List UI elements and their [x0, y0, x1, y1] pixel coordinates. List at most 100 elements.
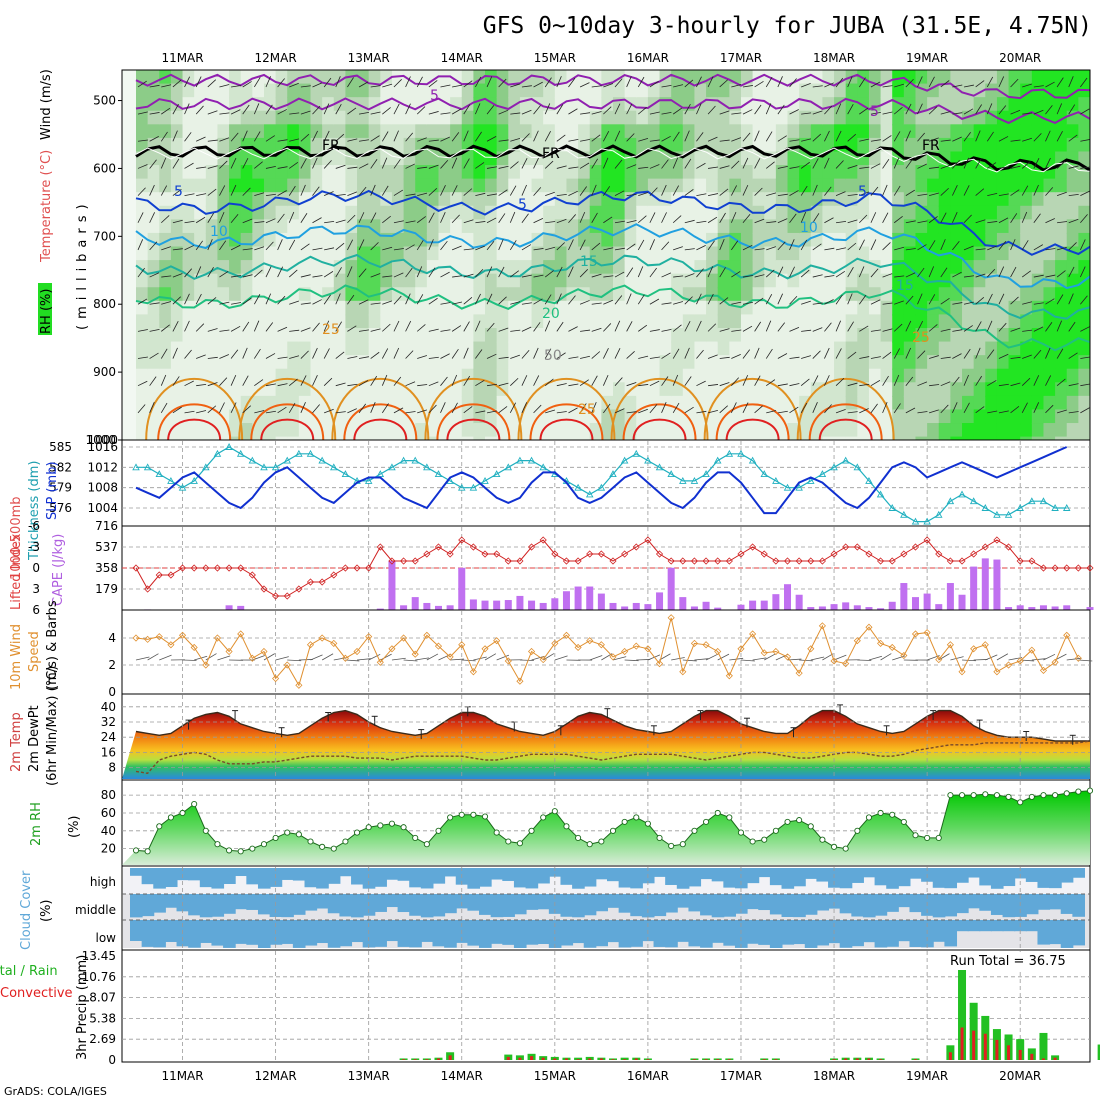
wind10-point — [260, 647, 268, 656]
rh-shade-cell — [217, 327, 231, 343]
wind-barb — [731, 160, 740, 169]
wind10-barb — [682, 659, 697, 662]
wind-barb — [893, 107, 903, 115]
wind-barb — [358, 81, 369, 88]
wind-barb — [544, 160, 554, 169]
wind-barb — [812, 243, 822, 251]
wind-barb — [231, 85, 242, 88]
rh-shade-cell — [298, 110, 312, 126]
rh-shade-cell — [136, 83, 149, 99]
rh-point — [179, 809, 186, 817]
rh-shade-cell — [566, 355, 580, 370]
wind-barb — [696, 380, 706, 387]
rh-shade-cell — [868, 246, 882, 262]
rh-shade-cell — [636, 355, 649, 370]
rh-shade-cell — [194, 327, 207, 343]
rh-shade-cell — [694, 273, 708, 289]
rh-shade-cell — [613, 260, 626, 275]
cape-bar — [818, 606, 826, 610]
rh-shade-cell — [438, 327, 452, 343]
cloud-level-label: middle — [75, 903, 116, 917]
rh-shade-cell — [822, 260, 836, 275]
wind-barb — [986, 293, 993, 305]
rh-shade-cell — [263, 110, 277, 126]
rh-shade-cell — [880, 368, 894, 384]
wind-barb — [510, 112, 521, 115]
wind-barb — [998, 76, 1005, 88]
cloud-bar — [1072, 868, 1085, 878]
rh-shade-cell — [1008, 327, 1022, 343]
wind-barb — [300, 184, 306, 196]
rh-shade-cell — [531, 110, 545, 126]
cape-bar — [958, 594, 966, 610]
wind-barb — [463, 80, 473, 88]
rh-shade-cell — [136, 260, 149, 275]
wind-barb — [393, 189, 404, 196]
wind-barb — [498, 296, 507, 305]
rh-shade-cell — [450, 436, 463, 440]
rh-shade-cell — [880, 219, 894, 234]
wind-barb — [405, 132, 414, 142]
rh-point — [737, 829, 745, 836]
rh-shade-cell — [519, 273, 533, 289]
rh-shade-cell — [566, 423, 580, 438]
rh-shade-cell — [473, 232, 487, 248]
wind-barb — [963, 245, 974, 251]
precip-convective-bar — [995, 1039, 999, 1060]
rh-shade-cell — [508, 178, 521, 194]
wind-barb — [835, 270, 846, 278]
wind10-point — [237, 630, 245, 638]
wind-barb — [928, 106, 938, 115]
wind-barb — [614, 103, 621, 115]
rh-shade-cell — [147, 423, 161, 438]
cloud-bar — [153, 868, 166, 889]
cloud-bar — [1049, 920, 1062, 945]
rh-shade-cell — [729, 300, 742, 316]
contour-label: FR — [322, 138, 340, 154]
temp-tick-label: 24 — [101, 730, 116, 744]
rh-shade-cell — [566, 151, 580, 167]
rh-shade-cell — [752, 436, 766, 440]
rh-shade-cell — [473, 300, 487, 316]
rh-shade-cell — [880, 314, 894, 329]
wind-barb — [196, 410, 207, 414]
rh-shade-cell — [229, 436, 242, 440]
wind-barb — [160, 402, 168, 414]
thickness-point — [364, 476, 373, 484]
rh-point — [237, 848, 244, 855]
rh-shade-cell — [1008, 246, 1022, 262]
rh-shade-cell — [857, 246, 870, 262]
cloud-bar — [432, 894, 446, 917]
cloud-bar — [874, 920, 888, 948]
wind-barb — [533, 274, 544, 278]
rh-shade-cell — [543, 70, 556, 85]
wind-barb — [463, 406, 473, 414]
wind-barb — [882, 328, 893, 332]
dewpoint-line — [135, 740, 1091, 775]
wind-barb — [754, 297, 764, 305]
rh-point — [993, 792, 1000, 799]
thickness-point — [865, 476, 873, 484]
rh-shade-cell — [182, 395, 196, 411]
rh-shade-cell — [194, 314, 207, 329]
rh-shade-cell — [729, 382, 742, 397]
cloud-bar — [758, 920, 771, 945]
rh-point — [365, 824, 372, 831]
rh-shade-cell — [729, 314, 742, 329]
rh-shade-cell — [868, 273, 882, 289]
rh-point — [423, 841, 430, 848]
rh-legend-swatch — [38, 283, 52, 335]
cloud-bar — [630, 920, 643, 947]
rh-shade-cell — [368, 423, 382, 438]
wind-barb — [463, 321, 470, 332]
wind-barb — [580, 329, 591, 332]
wind-barb — [859, 166, 870, 169]
wind-barb — [1033, 184, 1039, 196]
wind-barb — [358, 212, 365, 223]
rh-shade-cell — [892, 382, 905, 397]
wind-barb — [521, 85, 532, 88]
rh-shade-cell — [1008, 165, 1022, 180]
cape-bar — [376, 608, 384, 610]
rh-shade-cell — [136, 341, 149, 357]
rh2m-series — [122, 787, 1094, 865]
